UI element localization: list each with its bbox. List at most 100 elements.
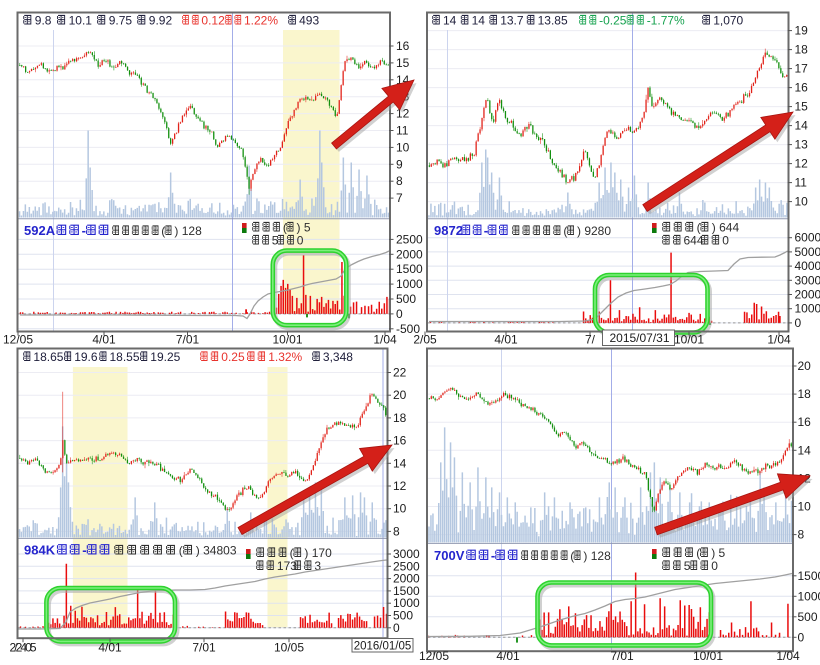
- svg-text:500: 500: [798, 610, 818, 624]
- svg-text:4000: 4000: [795, 259, 820, 273]
- svg-text:17: 17: [795, 62, 809, 76]
- svg-text:0: 0: [798, 630, 805, 644]
- svg-text:0: 0: [393, 621, 400, 635]
- svg-text:1000: 1000: [795, 302, 820, 316]
- svg-text:2500: 2500: [396, 232, 423, 246]
- svg-text:(: (: [161, 224, 165, 238]
- svg-text:14: 14: [393, 456, 407, 470]
- svg-text:10: 10: [396, 140, 410, 154]
- svg-text:14: 14: [795, 119, 809, 133]
- svg-text:) 5: ) 5: [711, 546, 725, 560]
- svg-text:7: 7: [396, 191, 403, 205]
- svg-text:18: 18: [798, 387, 812, 401]
- svg-text:11: 11: [396, 124, 409, 138]
- svg-text:7/01: 7/01: [610, 649, 634, 660]
- svg-text:16: 16: [393, 434, 407, 448]
- svg-text:-1.77%: -1.77%: [647, 14, 685, 28]
- svg-text:16: 16: [795, 81, 809, 95]
- svg-text:(: (: [179, 544, 183, 558]
- svg-text:12/05: 12/05: [3, 333, 33, 347]
- svg-text:) 9280: ) 9280: [577, 224, 611, 238]
- svg-text:1/04: 1/04: [776, 649, 800, 660]
- svg-text:500: 500: [396, 292, 416, 306]
- svg-text:6000: 6000: [795, 231, 820, 245]
- svg-text:-: -: [491, 548, 495, 563]
- svg-text:9872: 9872: [434, 223, 463, 238]
- svg-text:1,070: 1,070: [713, 14, 743, 28]
- svg-text:19: 19: [795, 24, 809, 38]
- svg-text:493: 493: [299, 14, 319, 28]
- svg-text:984K: 984K: [24, 543, 56, 558]
- svg-text:18: 18: [795, 43, 809, 57]
- svg-text:-: -: [484, 223, 488, 238]
- svg-text:15: 15: [795, 100, 809, 114]
- svg-text:0.25: 0.25: [221, 350, 245, 364]
- svg-text:2000: 2000: [795, 288, 820, 302]
- svg-text:8: 8: [798, 528, 805, 542]
- svg-text:14: 14: [798, 443, 812, 457]
- svg-text:10/01: 10/01: [674, 333, 704, 347]
- svg-text:-: -: [82, 223, 86, 238]
- svg-text:(: (: [283, 221, 287, 235]
- svg-text:20: 20: [393, 388, 407, 402]
- svg-text:19.25: 19.25: [150, 350, 180, 364]
- svg-text:10/01: 10/01: [272, 333, 302, 347]
- svg-text:) 170: ) 170: [304, 546, 332, 560]
- svg-text:9.75: 9.75: [109, 14, 133, 28]
- svg-text:1000: 1000: [798, 589, 820, 603]
- svg-text:-0.25: -0.25: [599, 14, 627, 28]
- svg-text:19.6: 19.6: [74, 350, 98, 364]
- svg-text:0: 0: [722, 234, 729, 248]
- svg-text:1/04: 1/04: [373, 333, 397, 347]
- svg-text:4/01: 4/01: [494, 333, 518, 347]
- svg-text:3000: 3000: [795, 273, 820, 287]
- svg-text:(: (: [696, 546, 700, 560]
- svg-text:9.92: 9.92: [149, 14, 173, 28]
- svg-text:10.1: 10.1: [69, 14, 93, 28]
- svg-text:10: 10: [393, 502, 407, 516]
- svg-text:0: 0: [711, 559, 718, 573]
- svg-text:1000: 1000: [396, 277, 423, 291]
- svg-text:) 644: ) 644: [712, 221, 740, 235]
- svg-text:5: 5: [684, 559, 691, 573]
- svg-text:10: 10: [798, 500, 812, 514]
- svg-text:14: 14: [472, 14, 486, 28]
- svg-text:8: 8: [396, 174, 403, 188]
- svg-text:18.55: 18.55: [110, 350, 140, 364]
- svg-text:13.7: 13.7: [500, 14, 524, 28]
- svg-text:22: 22: [393, 366, 407, 380]
- svg-text:4/01: 4/01: [98, 641, 122, 655]
- svg-text:18: 18: [393, 411, 407, 425]
- svg-text:0: 0: [795, 316, 802, 330]
- svg-text:(: (: [290, 546, 294, 560]
- svg-text:11: 11: [795, 176, 808, 190]
- svg-text:(: (: [697, 221, 701, 235]
- svg-text:14: 14: [443, 14, 457, 28]
- svg-text:0: 0: [297, 234, 304, 248]
- svg-text:7/01: 7/01: [176, 333, 200, 347]
- svg-text:9.8: 9.8: [35, 14, 52, 28]
- svg-text:20: 20: [798, 359, 812, 373]
- svg-text:2/05: 2/05: [413, 333, 437, 347]
- svg-text:) 128: ) 128: [583, 549, 611, 563]
- svg-text:13.85: 13.85: [538, 14, 568, 28]
- svg-text:(: (: [570, 549, 574, 563]
- svg-text:) 128: ) 128: [174, 224, 202, 238]
- svg-text:700V: 700V: [434, 548, 465, 563]
- svg-text:1500: 1500: [396, 262, 423, 276]
- svg-text:13: 13: [795, 138, 809, 152]
- svg-text:7/: 7/: [585, 333, 596, 347]
- svg-text:2015/07/31: 2015/07/31: [609, 331, 669, 345]
- svg-text:4/01: 4/01: [92, 333, 116, 347]
- svg-text:5000: 5000: [795, 245, 820, 259]
- svg-text:644: 644: [684, 234, 704, 248]
- svg-text:16: 16: [798, 415, 812, 429]
- svg-text:12/05: 12/05: [419, 649, 449, 660]
- svg-text:10: 10: [795, 195, 809, 209]
- svg-text:16: 16: [396, 39, 410, 53]
- svg-text:0: 0: [396, 307, 403, 321]
- svg-text:(: (: [563, 224, 567, 238]
- svg-text:592A: 592A: [24, 223, 56, 238]
- svg-text:-: -: [82, 543, 86, 558]
- svg-text:8: 8: [393, 524, 400, 538]
